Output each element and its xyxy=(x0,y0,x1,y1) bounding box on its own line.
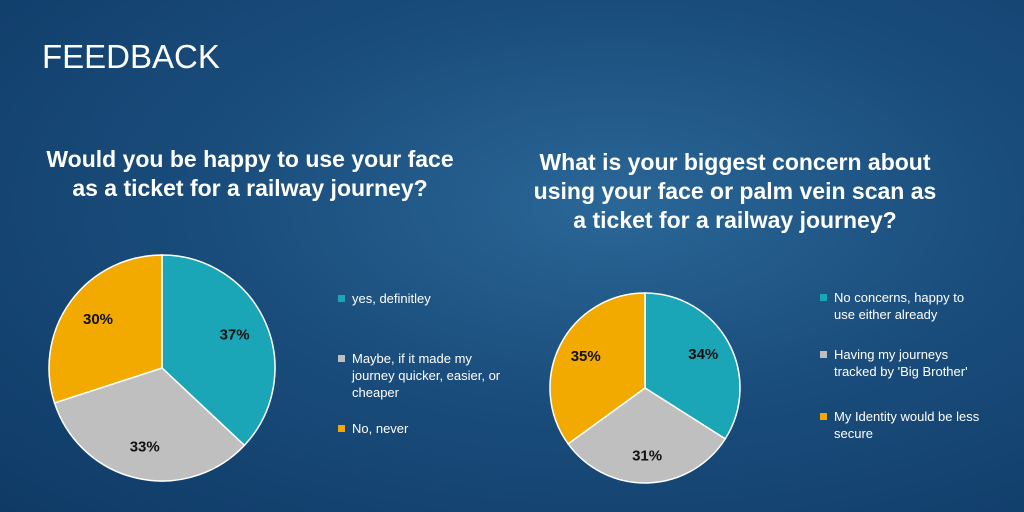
pie-slice xyxy=(53,367,246,482)
legend-item: No concerns, happy to use either already xyxy=(820,289,984,323)
legend-swatch xyxy=(820,351,827,358)
legend-item: No, never xyxy=(338,420,502,437)
heading: FEEDBACK xyxy=(42,38,220,75)
legend-swatch xyxy=(338,355,345,362)
legend-swatch xyxy=(338,425,345,432)
data-label: 33% xyxy=(130,438,160,455)
pie-slice xyxy=(48,254,163,404)
legend-item: My Identity would be less secure xyxy=(820,408,984,442)
legend-swatch xyxy=(820,294,827,301)
data-label: 30% xyxy=(83,311,113,328)
legend-swatch xyxy=(338,295,345,302)
chart-title: What is your biggest concern about using… xyxy=(533,149,937,233)
legend-item: Having my journeys tracked by 'Big Broth… xyxy=(820,346,984,380)
data-label: 31% xyxy=(632,447,662,464)
pie-slice xyxy=(161,254,276,447)
legend-item: yes, definitley xyxy=(338,290,502,307)
data-label: 37% xyxy=(220,327,250,344)
data-label: 34% xyxy=(688,346,718,363)
pie-slice xyxy=(567,387,727,484)
legend-swatch xyxy=(820,413,827,420)
legend-item: Maybe, if it made my journey quicker, ea… xyxy=(338,350,502,401)
data-label: 35% xyxy=(571,348,601,365)
chart-title: Would you be happy to use your face as a… xyxy=(46,146,454,201)
pie-slice xyxy=(549,292,646,445)
